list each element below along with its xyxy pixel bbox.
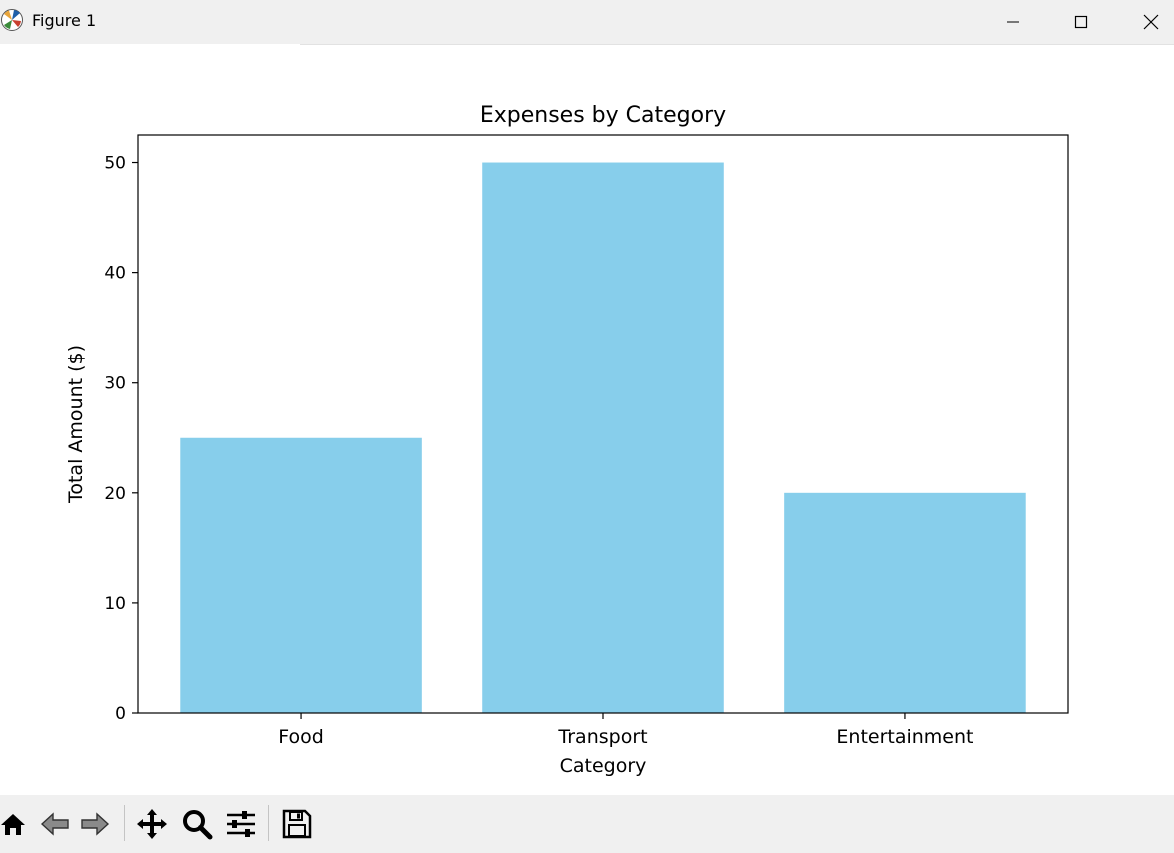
title-bar: Figure 1 <box>0 0 1174 45</box>
plot-frame <box>137 134 1069 714</box>
x-tick-label: Food <box>278 726 324 748</box>
chart-title: Expenses by Category <box>480 103 726 128</box>
pan-icon <box>137 809 167 839</box>
maximize-button[interactable] <box>1058 0 1104 44</box>
window-title: Figure 1 <box>32 11 97 30</box>
back-icon <box>40 812 69 836</box>
figure-canvas[interactable]: Expenses by Category 0 10 20 30 40 50 Food Tra… <box>0 45 1174 795</box>
y-tick-label: 0 <box>115 704 126 724</box>
bar-entertainment <box>784 492 1026 713</box>
configure-subplots-button[interactable] <box>224 807 258 841</box>
close-button[interactable] <box>1128 0 1174 44</box>
save-button[interactable] <box>280 807 314 841</box>
y-tick-label: 20 <box>104 484 126 504</box>
y-tick-label: 40 <box>104 264 126 284</box>
bar-food <box>180 437 422 713</box>
forward-button[interactable] <box>78 807 112 841</box>
back-button[interactable] <box>38 807 72 841</box>
toolbar-separator <box>124 805 125 841</box>
x-tick-label: Entertainment <box>836 726 973 748</box>
maximize-icon <box>1074 15 1088 29</box>
x-axis-label: Category <box>560 755 647 777</box>
save-icon <box>282 809 312 839</box>
y-tick-label: 30 <box>104 374 126 394</box>
minimize-icon <box>1007 21 1019 23</box>
pan-button[interactable] <box>135 807 169 841</box>
matplotlib-logo-icon <box>0 8 24 32</box>
bar-chart: Expenses by Category 0 10 20 30 40 50 Food Tra… <box>65 103 1069 777</box>
toolbar-separator <box>268 805 269 841</box>
navigation-toolbar <box>0 795 1174 853</box>
forward-icon <box>81 812 110 836</box>
x-tick-label: Transport <box>557 726 647 748</box>
zoom-button[interactable] <box>180 807 214 841</box>
zoom-icon <box>183 810 213 840</box>
configure-subplots-icon <box>227 811 255 837</box>
home-button[interactable] <box>0 807 30 841</box>
title-bar-divider <box>300 44 1174 45</box>
y-axis-label: Total Amount ($) <box>65 345 87 504</box>
bar-transport <box>482 162 724 713</box>
y-tick-label: 10 <box>104 594 126 614</box>
close-icon <box>1143 14 1159 30</box>
home-icon <box>1 814 25 835</box>
y-tick-label: 50 <box>104 154 126 174</box>
minimize-button[interactable] <box>990 0 1036 44</box>
